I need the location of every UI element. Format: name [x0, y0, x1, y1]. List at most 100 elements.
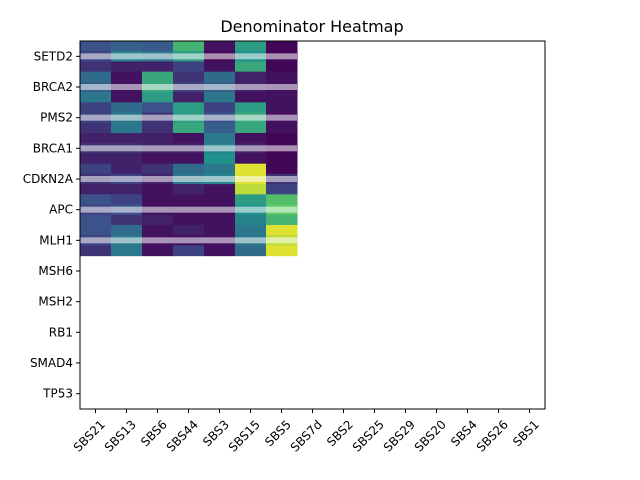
- heatmap-cell: [80, 184, 112, 195]
- heatmap-cell: [111, 122, 143, 134]
- x-tick-label: SBS13: [102, 417, 139, 454]
- heatmap-cell: [111, 163, 143, 175]
- y-tick-label: CDKN2A: [23, 172, 74, 186]
- heatmap-cell: [142, 71, 174, 83]
- heatmap-cell: [111, 194, 143, 206]
- heatmap-cell: [173, 194, 205, 206]
- heatmap-cell: [235, 92, 267, 103]
- heatmap-cell: [111, 61, 143, 73]
- heatmap-cell: [204, 92, 236, 103]
- cell-label-strip: [80, 114, 297, 121]
- heatmap-cell: [266, 225, 298, 236]
- x-tick-label: SBS26: [474, 417, 511, 454]
- cell-label-strip: [80, 237, 297, 244]
- heatmap-cell: [111, 41, 143, 52]
- heatmap-cell: [235, 71, 267, 83]
- heatmap-cell: [266, 41, 298, 52]
- heatmap-cell: [80, 61, 112, 73]
- heatmap-cell: [235, 102, 267, 114]
- heatmap-cell: [266, 122, 298, 134]
- x-tick-label: SBS15: [226, 417, 263, 454]
- heatmap-cell: [266, 133, 298, 144]
- heatmap-cell: [266, 71, 298, 83]
- heatmap-cell-labels: [80, 53, 297, 244]
- heatmap-cell: [111, 133, 143, 144]
- heatmap-cell: [266, 61, 298, 73]
- heatmap-cell: [111, 245, 143, 257]
- chart-title: Denominator Heatmap: [220, 17, 403, 36]
- y-axis-ticks: SETD2 BRCA2 PMS2 BRCA1 CDKN2A APC MLH1 MSH6 MSH2…: [23, 49, 80, 401]
- heatmap-cell: [80, 245, 112, 257]
- cell-label-strip: [80, 206, 297, 213]
- heatmap-cell: [173, 133, 205, 144]
- heatmap-cell: [142, 245, 174, 257]
- heatmap-cell: [80, 133, 112, 144]
- heatmap-cell: [266, 92, 298, 103]
- x-tick-label: SBS21: [71, 417, 108, 454]
- y-tick-label: MSH2: [38, 295, 73, 309]
- heatmap-cell: [235, 41, 267, 52]
- x-tick-label: SBS20: [412, 417, 449, 454]
- heatmap-cell: [204, 71, 236, 83]
- heatmap-cell: [266, 184, 298, 195]
- heatmap-cell: [266, 245, 298, 257]
- cell-label-strip: [80, 53, 297, 60]
- y-tick-label: PMS2: [40, 111, 73, 125]
- heatmap-cell: [173, 102, 205, 114]
- heatmap-cell: [173, 163, 205, 175]
- heatmap-cell: [235, 61, 267, 73]
- heatmap-cell: [204, 102, 236, 114]
- heatmap-cell: [111, 71, 143, 83]
- heatmap-cell: [266, 214, 298, 226]
- x-tick-label: SBS29: [381, 417, 418, 454]
- heatmap-cell: [204, 163, 236, 175]
- heatmap-cell: [173, 153, 205, 165]
- y-tick-label: RB1: [49, 325, 73, 339]
- heatmap-cell: [80, 214, 112, 226]
- heatmap-cell: [204, 184, 236, 195]
- heatmap-cell: [142, 41, 174, 52]
- heatmap-cell: [111, 153, 143, 165]
- cell-label-strip: [80, 176, 297, 182]
- heatmap-cell: [142, 225, 174, 236]
- heatmap-cell: [80, 102, 112, 114]
- heatmap-cell: [80, 71, 112, 83]
- heatmap-cell: [111, 102, 143, 114]
- heatmap-cell: [235, 214, 267, 226]
- x-tick-label: SBS44: [164, 417, 201, 454]
- heatmap-cell: [204, 194, 236, 206]
- heatmap-cell: [235, 153, 267, 165]
- heatmap-cell: [235, 122, 267, 134]
- heatmap-cell: [204, 225, 236, 236]
- heatmap-cell: [235, 163, 267, 175]
- x-tick-label: SBS7d: [288, 417, 325, 454]
- heatmap-cell: [142, 133, 174, 144]
- y-tick-label: BRCA2: [33, 80, 73, 94]
- heatmap-cell: [80, 92, 112, 103]
- y-tick-label: BRCA1: [33, 141, 73, 155]
- heatmap-cell: [111, 92, 143, 103]
- y-tick-label: SMAD4: [30, 356, 73, 370]
- heatmap-cell: [235, 245, 267, 257]
- heatmap-cell: [204, 214, 236, 226]
- cell-label-strip: [80, 84, 297, 90]
- y-tick-label: APC: [49, 203, 73, 217]
- heatmap-cell: [80, 163, 112, 175]
- heatmap-cell: [204, 122, 236, 134]
- heatmap-cell: [204, 245, 236, 257]
- heatmap-cell: [142, 194, 174, 206]
- y-tick-label: TP53: [42, 387, 73, 401]
- x-tick-label: SBS1: [510, 417, 542, 449]
- heatmap-cell: [266, 102, 298, 114]
- heatmap-cell: [80, 122, 112, 134]
- heatmap-cell: [142, 184, 174, 195]
- heatmap-cell: [173, 122, 205, 134]
- heatmap-cell: [173, 71, 205, 83]
- heatmap-cell: [142, 163, 174, 175]
- cell-label-strip: [80, 145, 297, 152]
- heatmap-cell: [173, 245, 205, 257]
- heatmap-cell: [80, 225, 112, 236]
- heatmap-cell: [142, 122, 174, 134]
